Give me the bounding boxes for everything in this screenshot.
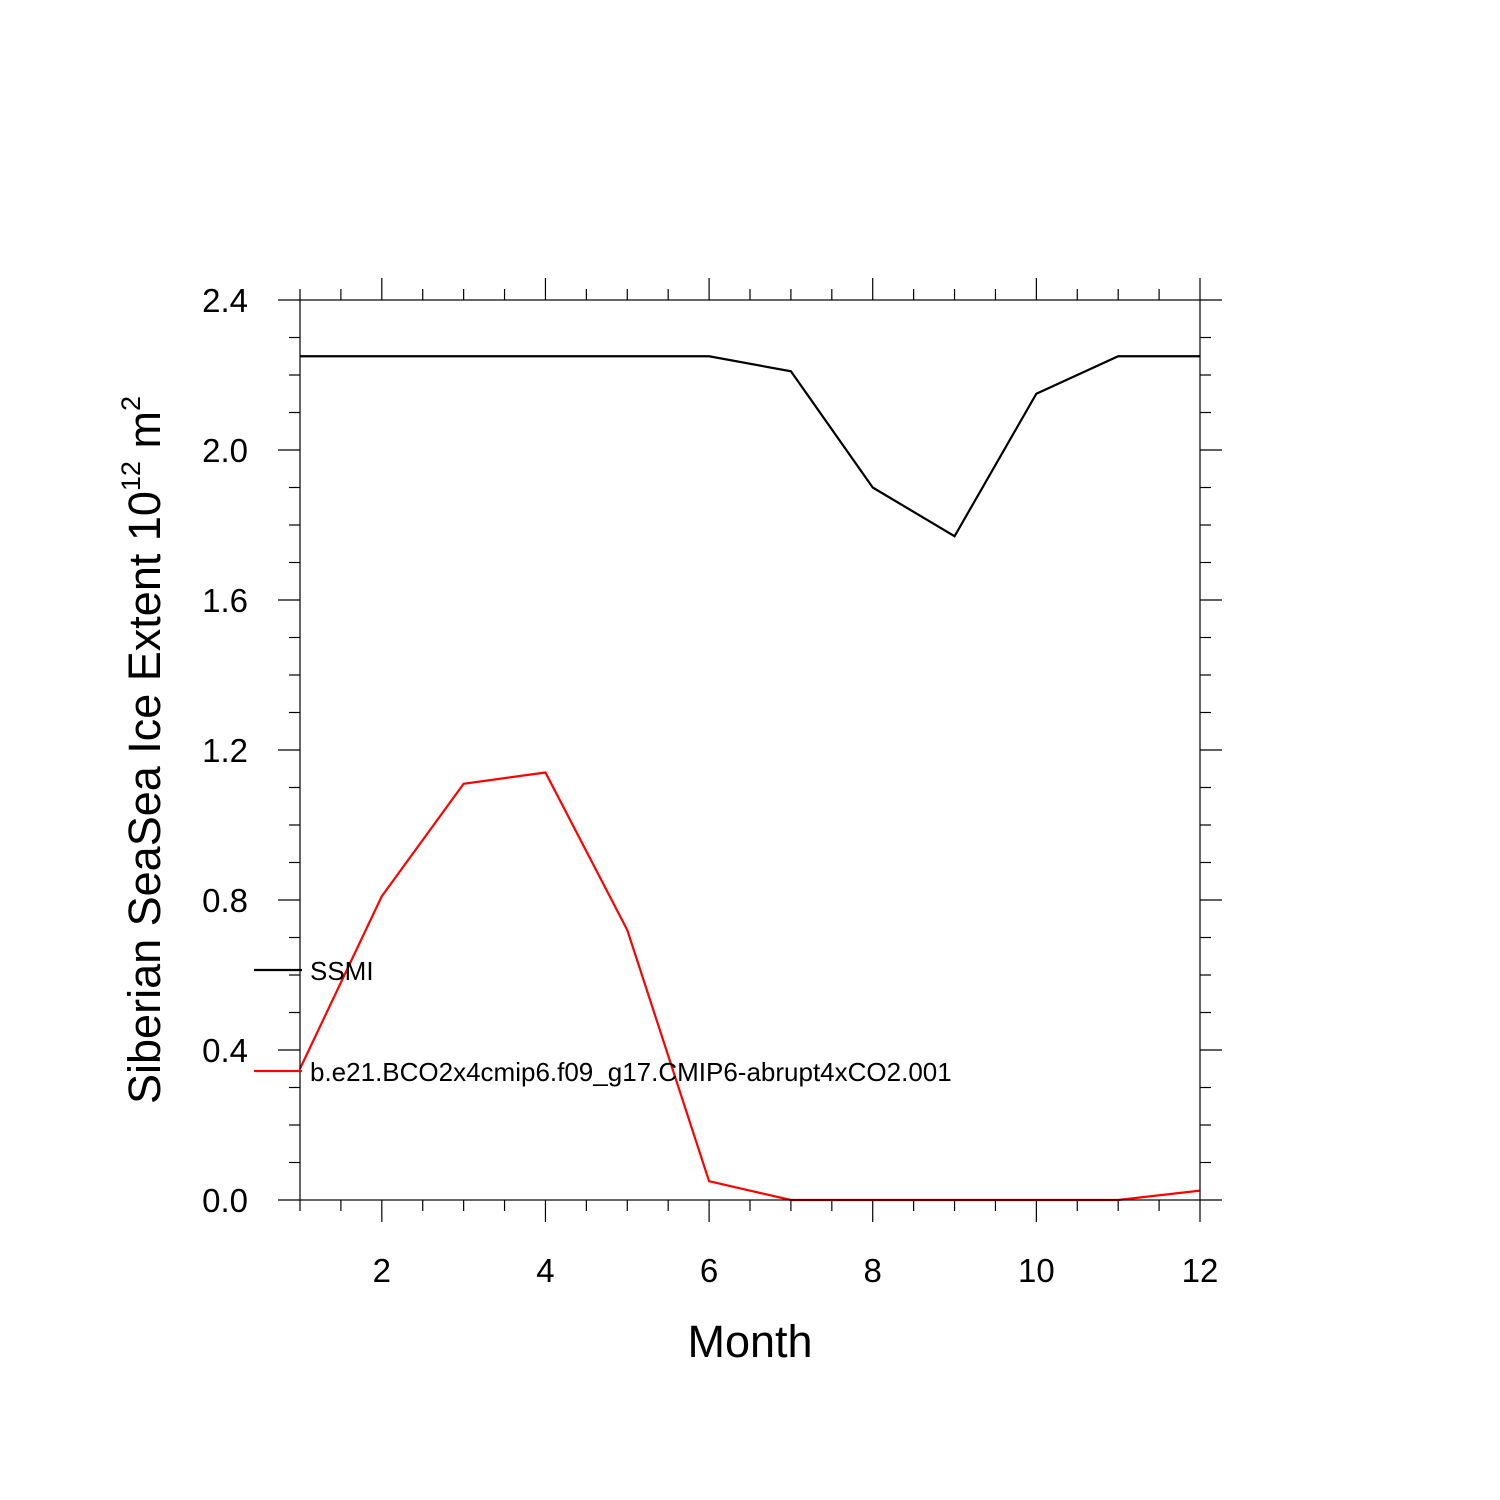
y-axis-title-exponent: 12 [116,461,146,491]
y-axis-title-unit: m [119,411,170,461]
legend-label-1: SSMI [310,956,374,986]
tick-labels: 2 4 6 8 10 12 0.0 0.4 0.8 1.2 1.6 2.0 2.4 [202,282,1218,1289]
legend-label-2: b.e21.BCO2x4cmip6.f09_g17.CMIP6-abrupt4x… [310,1057,952,1087]
x-tick-label: 12 [1182,1252,1219,1289]
y-tick-label: 0.0 [202,1182,248,1219]
x-tick-label: 6 [700,1252,718,1289]
x-tick-label: 8 [864,1252,882,1289]
y-tick-label: 0.4 [202,1032,248,1069]
series-line-1 [300,355,1200,538]
y-tick-label: 0.8 [202,882,248,919]
y-axis-title: Siberian SeaSea Ice Extent 1012 m2 [116,396,170,1104]
x-tick-label: 10 [1018,1252,1055,1289]
y-axis-title-prefix: Siberian SeaSea Ice Extent 10 [119,491,170,1104]
x-axis-title: Month [687,1316,812,1367]
axis-ticks [278,278,1222,1222]
y-tick-label: 1.6 [202,582,248,619]
y-tick-label: 2.4 [202,282,248,319]
legend: SSMI b.e21.BCO2x4cmip6.f09_g17.CMIP6-abru… [254,956,952,1087]
x-tick-label: 4 [536,1252,554,1289]
y-tick-label: 1.2 [202,732,248,769]
series-line-2 [299,771,1201,1202]
x-tick-label: 2 [373,1252,391,1289]
y-tick-label: 2.0 [202,432,248,469]
y-axis-title-unit-exponent: 2 [116,396,146,411]
plot-frame [299,299,1201,1201]
